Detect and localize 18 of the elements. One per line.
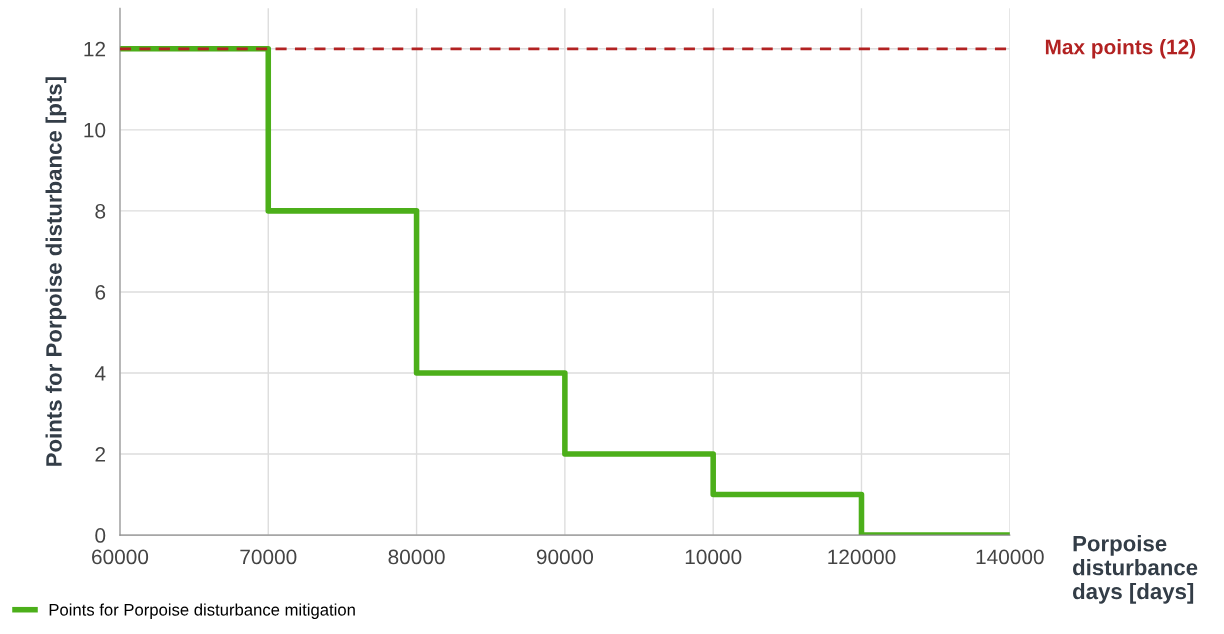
y-tick-label: 6 [95, 284, 106, 300]
x-tick-label: 140000 [976, 549, 1044, 565]
ref-line-label: Max points (12) [1045, 39, 1196, 59]
x-axis-title: Porpoise disturbance days [days] [1073, 535, 1198, 604]
x-tick-label: 90000 [536, 549, 594, 565]
y-tick-label: 2 [95, 447, 106, 462]
legend-label: Points for Porpoise disturbance mitigation [49, 603, 355, 619]
x-tick-label: 70000 [240, 549, 297, 565]
x-tick-label: 10000 [685, 549, 742, 565]
y-tick-label: 4 [94, 366, 106, 381]
y-tick-label: 10 [84, 122, 106, 138]
y-tick-label: 12 [84, 41, 106, 57]
x-tick-label: 120000 [828, 549, 896, 565]
y-axis-title: Points for Porpoise disturbance [pts] [45, 77, 67, 466]
y-tick-label: 8 [95, 203, 106, 219]
y-tick-label: 0 [95, 528, 106, 543]
x-tick-label: 80000 [388, 549, 445, 565]
x-tick-label: 60000 [92, 549, 149, 565]
